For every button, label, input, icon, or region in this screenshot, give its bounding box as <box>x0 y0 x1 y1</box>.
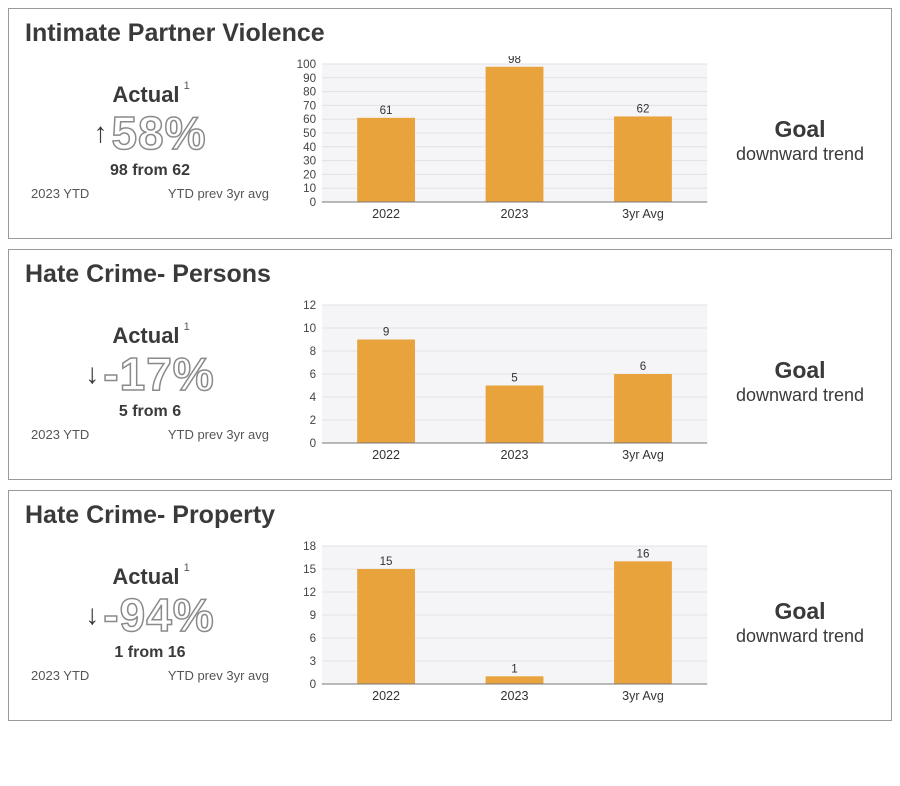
ytd-label: 2023 YTD <box>31 186 89 201</box>
sub-row: 2023 YTD YTD prev 3yr avg <box>25 427 275 442</box>
svg-text:18: 18 <box>303 539 316 553</box>
actual-label-row: Actual 1 <box>25 82 275 108</box>
svg-text:80: 80 <box>303 84 316 98</box>
svg-text:2022: 2022 <box>372 206 400 221</box>
panel-title: Hate Crime- Persons <box>25 260 875 289</box>
svg-text:2023: 2023 <box>501 688 529 703</box>
panel-body: Actual 1 ↑ 58% 98 from 62 2023 YTD YTD p… <box>25 56 875 226</box>
arrow-down-icon: ↓ <box>85 360 99 388</box>
stat-block: Actual 1 ↓ -17% 5 from 6 2023 YTD YTD pr… <box>25 323 275 442</box>
svg-text:6: 6 <box>310 631 317 645</box>
metric-panel: Intimate Partner Violence Actual 1 ↑ 58%… <box>8 8 892 239</box>
ytd-label: 2023 YTD <box>31 427 89 442</box>
svg-text:8: 8 <box>310 344 317 358</box>
panel-body: Actual 1 ↓ -94% 1 from 16 2023 YTD YTD p… <box>25 538 875 708</box>
svg-text:5: 5 <box>511 370 518 384</box>
arrow-up-icon: ↑ <box>93 119 107 147</box>
metric-panel: Hate Crime- Property Actual 1 ↓ -94% 1 f… <box>8 490 892 721</box>
svg-text:2023: 2023 <box>501 206 529 221</box>
panel-title: Hate Crime- Property <box>25 501 875 530</box>
actual-label: Actual <box>112 564 179 590</box>
pct-row: ↑ 58% <box>25 110 275 156</box>
svg-text:4: 4 <box>310 390 317 404</box>
svg-text:70: 70 <box>303 98 316 112</box>
from-line: 5 from 6 <box>25 403 275 421</box>
actual-label-row: Actual 1 <box>25 564 275 590</box>
goal-sub: downward trend <box>725 143 875 166</box>
pct-row: ↓ -94% <box>25 592 275 638</box>
svg-text:2022: 2022 <box>372 688 400 703</box>
pct-value: -17% <box>103 351 214 397</box>
pct-row: ↓ -17% <box>25 351 275 397</box>
prev-avg-label: YTD prev 3yr avg <box>168 427 269 442</box>
svg-text:3yr Avg: 3yr Avg <box>622 688 664 703</box>
goal-block: Goal downward trend <box>725 357 875 407</box>
svg-text:15: 15 <box>303 562 316 576</box>
svg-text:9: 9 <box>310 608 316 622</box>
svg-text:12: 12 <box>303 298 316 312</box>
dashboard-root: Intimate Partner Violence Actual 1 ↑ 58%… <box>8 8 892 721</box>
panel-title: Intimate Partner Violence <box>25 19 875 48</box>
prev-avg-label: YTD prev 3yr avg <box>168 668 269 683</box>
footnote-sup: 1 <box>184 321 190 333</box>
from-line: 1 from 16 <box>25 644 275 662</box>
actual-label: Actual <box>112 82 179 108</box>
svg-text:50: 50 <box>303 126 316 140</box>
svg-text:40: 40 <box>303 140 316 154</box>
svg-text:6: 6 <box>640 359 647 373</box>
metric-panel: Hate Crime- Persons Actual 1 ↓ -17% 5 fr… <box>8 249 892 480</box>
svg-text:1: 1 <box>511 661 517 675</box>
svg-text:0: 0 <box>310 677 317 691</box>
svg-text:3yr Avg: 3yr Avg <box>622 206 664 221</box>
svg-text:30: 30 <box>303 153 316 167</box>
svg-text:60: 60 <box>303 112 316 126</box>
svg-text:10: 10 <box>303 321 316 335</box>
svg-text:3: 3 <box>310 654 317 668</box>
from-line: 98 from 62 <box>25 162 275 180</box>
svg-text:100: 100 <box>297 57 317 71</box>
footnote-sup: 1 <box>184 562 190 574</box>
svg-text:3yr Avg: 3yr Avg <box>622 447 664 462</box>
actual-label: Actual <box>112 323 179 349</box>
goal-title: Goal <box>725 598 875 625</box>
actual-label-row: Actual 1 <box>25 323 275 349</box>
sub-row: 2023 YTD YTD prev 3yr avg <box>25 186 275 201</box>
sub-row: 2023 YTD YTD prev 3yr avg <box>25 668 275 683</box>
svg-text:16: 16 <box>637 546 650 560</box>
svg-text:2: 2 <box>310 413 316 427</box>
svg-text:6: 6 <box>310 367 317 381</box>
svg-text:98: 98 <box>508 56 521 66</box>
goal-block: Goal downward trend <box>725 116 875 166</box>
svg-text:2023: 2023 <box>501 447 529 462</box>
bar-chart: 0 2 4 6 8 10 12 9 5 6 2022 2023 3yr Avg <box>287 297 713 467</box>
stat-block: Actual 1 ↑ 58% 98 from 62 2023 YTD YTD p… <box>25 82 275 201</box>
goal-title: Goal <box>725 357 875 384</box>
goal-block: Goal downward trend <box>725 598 875 648</box>
arrow-down-icon: ↓ <box>85 601 99 629</box>
bar-chart: 0102030405060708090100 61 98 62 2022 2023 3yr … <box>287 56 713 226</box>
svg-text:10: 10 <box>303 181 316 195</box>
svg-text:20: 20 <box>303 167 316 181</box>
pct-value: -94% <box>103 592 214 638</box>
svg-text:90: 90 <box>303 71 316 85</box>
goal-sub: downward trend <box>725 384 875 407</box>
stat-block: Actual 1 ↓ -94% 1 from 16 2023 YTD YTD p… <box>25 564 275 683</box>
svg-text:61: 61 <box>380 103 393 117</box>
svg-text:62: 62 <box>637 101 650 115</box>
ytd-label: 2023 YTD <box>31 668 89 683</box>
svg-text:2022: 2022 <box>372 447 400 462</box>
pct-value: 58% <box>111 110 206 156</box>
svg-text:9: 9 <box>383 324 389 338</box>
prev-avg-label: YTD prev 3yr avg <box>168 186 269 201</box>
svg-text:0: 0 <box>310 195 317 209</box>
footnote-sup: 1 <box>184 80 190 92</box>
svg-text:15: 15 <box>380 554 393 568</box>
goal-sub: downward trend <box>725 625 875 648</box>
svg-text:12: 12 <box>303 585 316 599</box>
bar-chart: 0 3 6 9 12 15 18 15 1 16 2022 2023 3yr Avg <box>287 538 713 708</box>
goal-title: Goal <box>725 116 875 143</box>
svg-text:0: 0 <box>310 436 317 450</box>
panel-body: Actual 1 ↓ -17% 5 from 6 2023 YTD YTD pr… <box>25 297 875 467</box>
